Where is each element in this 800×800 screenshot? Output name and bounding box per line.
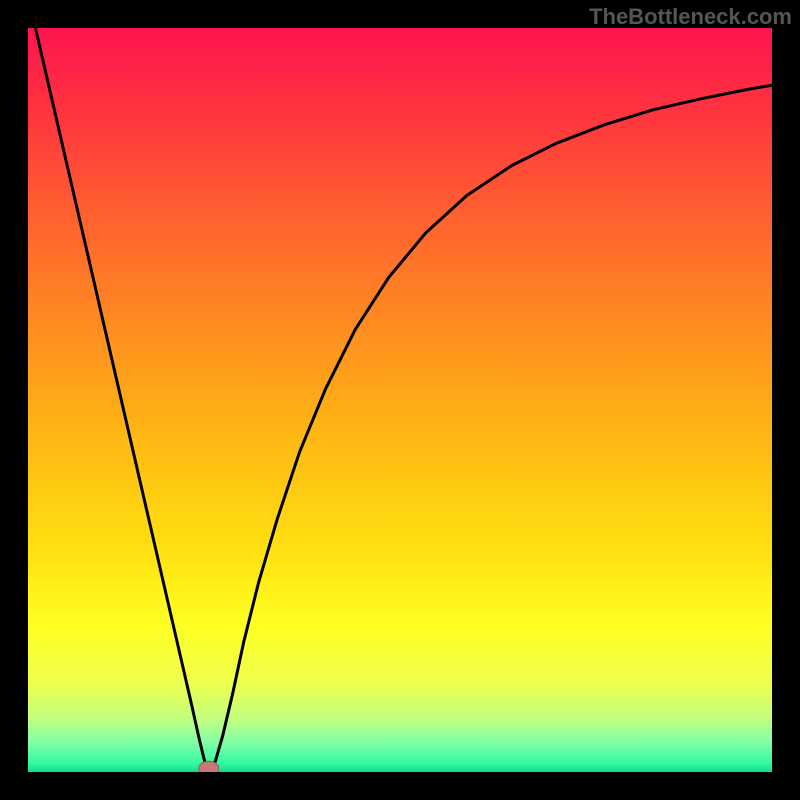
plot-svg — [28, 28, 772, 772]
min-marker — [199, 761, 219, 772]
border-bottom — [0, 772, 800, 800]
gradient-background — [28, 28, 772, 772]
border-right — [772, 0, 800, 800]
chart-container: TheBottleneck.com — [0, 0, 800, 800]
plot-area — [28, 28, 772, 772]
watermark-text: TheBottleneck.com — [589, 4, 792, 30]
border-left — [0, 0, 28, 800]
